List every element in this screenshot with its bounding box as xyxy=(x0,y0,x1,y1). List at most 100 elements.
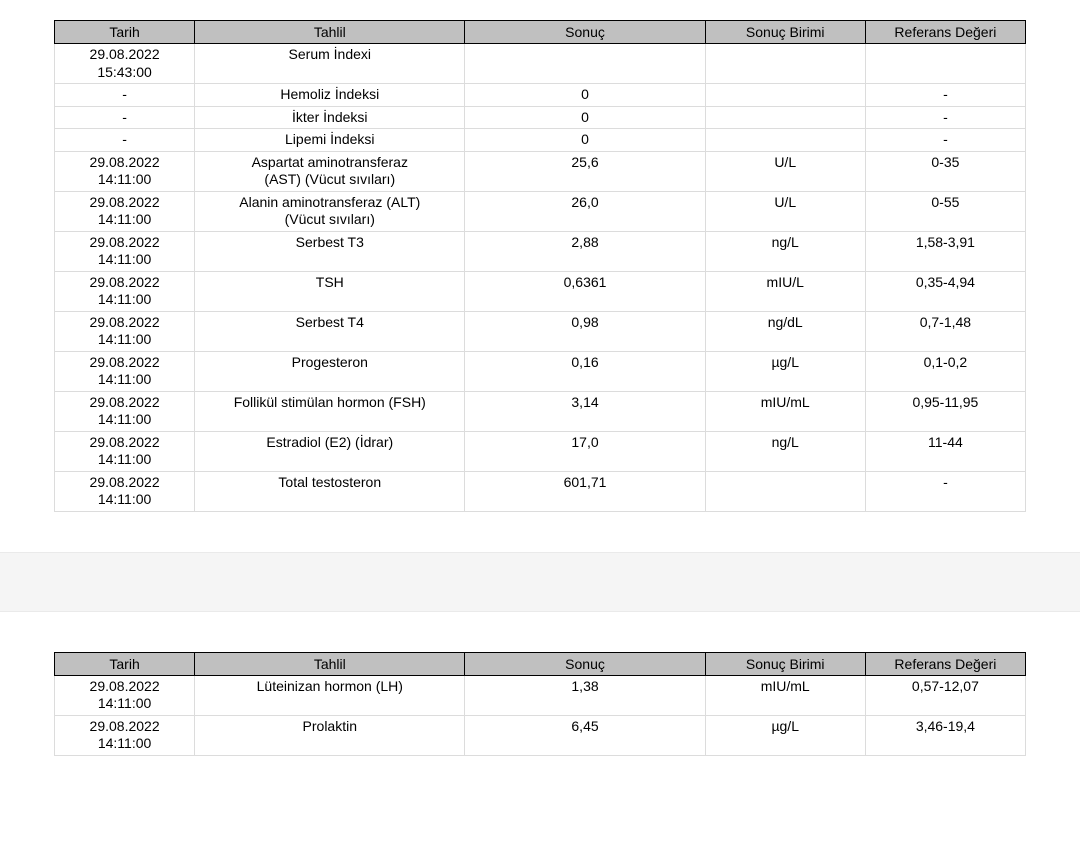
lab-results-table-1: Tarih Tahlil Sonuç Sonuç Birimi Referans… xyxy=(54,20,1026,512)
cell-result: 1,38 xyxy=(465,675,705,715)
cell-unit: ng/L xyxy=(705,231,865,271)
col-header-ref: Referans Değeri xyxy=(865,652,1025,675)
cell-result: 3,14 xyxy=(465,391,705,431)
cell-ref: 1,58-3,91 xyxy=(865,231,1025,271)
cell-unit xyxy=(705,129,865,152)
cell-date: 29.08.202214:11:00 xyxy=(55,431,195,471)
cell-result: 26,0 xyxy=(465,191,705,231)
cell-test: Serbest T4 xyxy=(195,311,465,351)
cell-date: - xyxy=(55,106,195,129)
cell-test: Serbest T3 xyxy=(195,231,465,271)
cell-ref: - xyxy=(865,84,1025,107)
page-break xyxy=(0,552,1080,612)
cell-test: Prolaktin xyxy=(195,715,465,755)
cell-unit: ng/L xyxy=(705,431,865,471)
cell-ref: 11-44 xyxy=(865,431,1025,471)
table-header-row: Tarih Tahlil Sonuç Sonuç Birimi Referans… xyxy=(55,21,1026,44)
cell-test: Hemoliz İndeksi xyxy=(195,84,465,107)
lab-results-section-2: Tarih Tahlil Sonuç Sonuç Birimi Referans… xyxy=(0,632,1080,776)
col-header-ref: Referans Değeri xyxy=(865,21,1025,44)
cell-ref: 0,1-0,2 xyxy=(865,351,1025,391)
table-row: 29.08.202214:11:00TSH0,6361mIU/L0,35-4,9… xyxy=(55,271,1026,311)
cell-result: 0 xyxy=(465,129,705,152)
cell-result: 0,98 xyxy=(465,311,705,351)
cell-test: Total testosteron xyxy=(195,471,465,511)
cell-date: 29.08.202214:11:00 xyxy=(55,351,195,391)
cell-result: 0,16 xyxy=(465,351,705,391)
cell-ref: 0,57-12,07 xyxy=(865,675,1025,715)
cell-ref: 0,35-4,94 xyxy=(865,271,1025,311)
cell-test: Progesteron xyxy=(195,351,465,391)
cell-result: 2,88 xyxy=(465,231,705,271)
cell-ref: 0,7-1,48 xyxy=(865,311,1025,351)
table-row: 29.08.202214:11:00Alanin aminotransferaz… xyxy=(55,191,1026,231)
col-header-date: Tarih xyxy=(55,652,195,675)
cell-result: 601,71 xyxy=(465,471,705,511)
cell-ref: 0,95-11,95 xyxy=(865,391,1025,431)
table-row: -Hemoliz İndeksi0- xyxy=(55,84,1026,107)
cell-ref: - xyxy=(865,129,1025,152)
table-row: 29.08.202214:11:00Follikül stimülan horm… xyxy=(55,391,1026,431)
cell-test: Estradiol (E2) (İdrar) xyxy=(195,431,465,471)
cell-date: 29.08.202214:11:00 xyxy=(55,471,195,511)
cell-ref: - xyxy=(865,106,1025,129)
cell-unit: U/L xyxy=(705,191,865,231)
lab-results-table-2: Tarih Tahlil Sonuç Sonuç Birimi Referans… xyxy=(54,652,1026,756)
cell-result xyxy=(465,44,705,84)
cell-date: 29.08.202214:11:00 xyxy=(55,675,195,715)
lab-results-body-1: 29.08.202215:43:00Serum İndexi-Hemoliz İ… xyxy=(55,44,1026,512)
cell-date: 29.08.202214:11:00 xyxy=(55,231,195,271)
table-row: 29.08.202214:11:00Aspartat aminotransfer… xyxy=(55,151,1026,191)
col-header-result: Sonuç xyxy=(465,21,705,44)
cell-unit: mIU/mL xyxy=(705,391,865,431)
cell-result: 0 xyxy=(465,84,705,107)
cell-test: Follikül stimülan hormon (FSH) xyxy=(195,391,465,431)
lab-results-body-2: 29.08.202214:11:00Lüteinizan hormon (LH)… xyxy=(55,675,1026,755)
cell-test: Serum İndexi xyxy=(195,44,465,84)
table-row: -İkter İndeksi0- xyxy=(55,106,1026,129)
col-header-test: Tahlil xyxy=(195,21,465,44)
cell-unit xyxy=(705,106,865,129)
cell-unit: mIU/mL xyxy=(705,675,865,715)
col-header-result: Sonuç xyxy=(465,652,705,675)
table-row: 29.08.202215:43:00Serum İndexi xyxy=(55,44,1026,84)
cell-date: - xyxy=(55,129,195,152)
cell-unit: U/L xyxy=(705,151,865,191)
col-header-unit: Sonuç Birimi xyxy=(705,652,865,675)
cell-result: 0,6361 xyxy=(465,271,705,311)
table-row: 29.08.202214:11:00Lüteinizan hormon (LH)… xyxy=(55,675,1026,715)
cell-date: 29.08.202214:11:00 xyxy=(55,715,195,755)
cell-ref: - xyxy=(865,471,1025,511)
cell-unit xyxy=(705,471,865,511)
table-row: 29.08.202214:11:00Progesteron0,16µg/L0,1… xyxy=(55,351,1026,391)
cell-test: TSH xyxy=(195,271,465,311)
cell-test: İkter İndeksi xyxy=(195,106,465,129)
cell-unit: mIU/L xyxy=(705,271,865,311)
cell-result: 25,6 xyxy=(465,151,705,191)
col-header-unit: Sonuç Birimi xyxy=(705,21,865,44)
cell-unit: ng/dL xyxy=(705,311,865,351)
cell-result: 0 xyxy=(465,106,705,129)
cell-test: Alanin aminotransferaz (ALT)(Vücut sıvıl… xyxy=(195,191,465,231)
cell-result: 6,45 xyxy=(465,715,705,755)
cell-unit xyxy=(705,44,865,84)
cell-result: 17,0 xyxy=(465,431,705,471)
cell-date: 29.08.202214:11:00 xyxy=(55,191,195,231)
cell-unit xyxy=(705,84,865,107)
table-row: 29.08.202214:11:00Serbest T32,88ng/L1,58… xyxy=(55,231,1026,271)
cell-date: 29.08.202214:11:00 xyxy=(55,391,195,431)
cell-date: 29.08.202214:11:00 xyxy=(55,151,195,191)
lab-results-section-1: Tarih Tahlil Sonuç Sonuç Birimi Referans… xyxy=(0,0,1080,532)
cell-ref: 0-35 xyxy=(865,151,1025,191)
cell-unit: µg/L xyxy=(705,351,865,391)
col-header-date: Tarih xyxy=(55,21,195,44)
cell-date: 29.08.202214:11:00 xyxy=(55,271,195,311)
cell-test: Aspartat aminotransferaz(AST) (Vücut sıv… xyxy=(195,151,465,191)
cell-ref: 0-55 xyxy=(865,191,1025,231)
cell-date: 29.08.202214:11:00 xyxy=(55,311,195,351)
table-row: -Lipemi İndeksi0- xyxy=(55,129,1026,152)
table-row: 29.08.202214:11:00Serbest T40,98ng/dL0,7… xyxy=(55,311,1026,351)
cell-date: - xyxy=(55,84,195,107)
table-row: 29.08.202214:11:00Total testosteron601,7… xyxy=(55,471,1026,511)
cell-test: Lüteinizan hormon (LH) xyxy=(195,675,465,715)
